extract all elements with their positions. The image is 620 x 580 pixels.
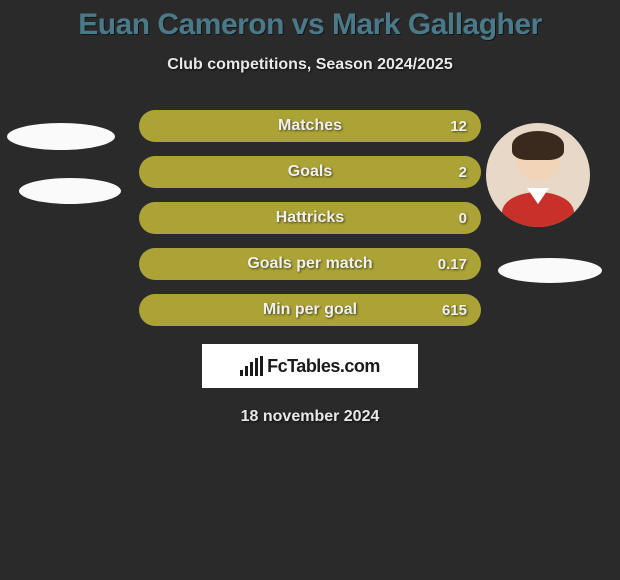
right-pill-shape (498, 258, 602, 283)
stat-bar: Min per goal 615 (139, 294, 481, 326)
comparison-title: Euan Cameron vs Mark Gallagher (0, 8, 620, 42)
logo-text: FcTables.com (267, 356, 380, 377)
stat-label: Matches (278, 117, 342, 135)
snapshot-date: 18 november 2024 (0, 408, 620, 426)
fctables-logo[interactable]: FcTables.com (202, 344, 418, 388)
stat-value: 0.17 (438, 256, 467, 273)
player-avatar (486, 123, 590, 227)
stat-label: Min per goal (263, 301, 357, 319)
stat-value: 615 (442, 302, 467, 319)
stat-label: Goals per match (247, 255, 372, 273)
left-pill-shape (7, 123, 115, 150)
comparison-subtitle: Club competitions, Season 2024/2025 (0, 56, 620, 74)
stat-value: 0 (459, 210, 467, 227)
stat-bar: Goals per match 0.17 (139, 248, 481, 280)
stat-bar: Goals 2 (139, 156, 481, 188)
stat-value: 2 (459, 164, 467, 181)
stat-label: Hattricks (276, 209, 344, 227)
logo-barchart-icon (240, 356, 263, 376)
stat-bar: Matches 12 (139, 110, 481, 142)
left-pill-shape (19, 178, 121, 204)
stat-label: Goals (288, 163, 332, 181)
stat-row: Min per goal 615 (0, 294, 620, 326)
stat-value: 12 (450, 118, 467, 135)
stat-bar: Hattricks 0 (139, 202, 481, 234)
